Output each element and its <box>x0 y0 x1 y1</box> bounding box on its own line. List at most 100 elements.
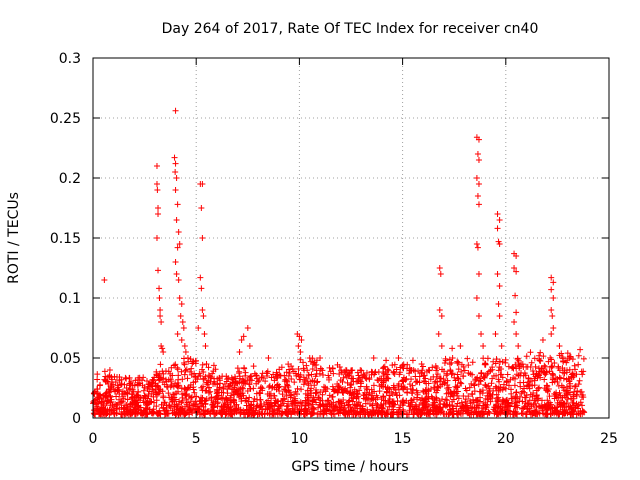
roti-cloud-point <box>467 370 474 377</box>
roti-cloud-point <box>329 393 336 400</box>
roti-cloud-point <box>96 382 103 389</box>
roti-point <box>176 295 183 301</box>
roti-cloud-point <box>433 403 440 410</box>
roti-cloud-point <box>324 397 331 404</box>
roti-cloud-point <box>153 403 160 410</box>
roti-cloud-point <box>384 374 391 381</box>
roti-cloud-point <box>279 408 286 415</box>
roti-point <box>200 313 207 319</box>
roti-point <box>473 241 480 247</box>
roti-point <box>494 271 501 277</box>
roti-cloud-point <box>292 370 299 377</box>
roti-cloud-point <box>448 371 455 378</box>
roti-cloud-point <box>182 386 189 393</box>
y-tick-label: 0 <box>72 411 81 427</box>
roti-cloud-point <box>127 385 134 392</box>
roti-cloud-point <box>370 396 377 403</box>
roti-cloud-point <box>177 409 184 416</box>
roti-cloud-point <box>171 403 178 410</box>
roti-point <box>158 319 165 325</box>
roti-point <box>556 343 563 349</box>
roti-cloud-point <box>113 402 120 409</box>
roti-cloud-point <box>286 389 293 396</box>
roti-cloud-point <box>329 383 336 390</box>
roti-cloud-point <box>580 368 587 375</box>
roti-cloud-point <box>563 359 570 366</box>
roti-cloud-point <box>465 362 472 369</box>
roti-cloud-point <box>533 391 540 398</box>
roti-cloud-point <box>373 400 380 407</box>
roti-cloud-point <box>541 385 548 392</box>
roti-cloud-point <box>317 408 324 415</box>
roti-point <box>512 292 519 299</box>
roti-cloud-point <box>558 350 565 357</box>
y-tick-label: 0.1 <box>59 291 81 307</box>
roti-cloud-point <box>163 407 170 414</box>
roti-cloud-point <box>204 381 211 388</box>
roti-cloud-point <box>193 407 200 414</box>
roti-cloud-point <box>287 394 294 401</box>
roti-cloud-point <box>115 386 122 393</box>
roti-cloud-point <box>266 411 273 418</box>
roti-cloud-point <box>177 408 184 415</box>
roti-cloud-point <box>502 410 509 417</box>
roti-cloud-point <box>319 367 326 374</box>
roti-cloud-point <box>511 382 518 389</box>
roti-cloud-point <box>123 375 130 382</box>
roti-cloud-point <box>520 405 527 412</box>
roti-point <box>474 244 481 251</box>
roti-cloud-point <box>133 393 140 400</box>
roti-cloud-point <box>156 388 163 395</box>
roti-cloud-point <box>484 402 491 409</box>
roti-cloud-point <box>475 408 482 415</box>
roti-cloud-point <box>325 376 332 383</box>
roti-cloud-point <box>413 378 420 385</box>
x-tick-label: 15 <box>394 431 412 447</box>
roti-cloud-point <box>309 410 316 417</box>
roti-cloud-point <box>559 355 566 362</box>
roti-cloud-point <box>430 399 437 406</box>
roti-cloud-point <box>322 384 329 391</box>
roti-cloud-point <box>233 388 240 395</box>
roti-cloud-point <box>557 392 564 399</box>
roti-cloud-point <box>433 395 440 402</box>
roti-cloud-point <box>234 365 241 372</box>
roti-cloud-point <box>317 389 324 395</box>
roti-point <box>511 319 518 325</box>
roti-cloud-point <box>541 362 548 369</box>
roti-cloud-point <box>311 362 318 369</box>
roti-cloud-point <box>482 360 489 367</box>
roti-cloud-point <box>265 397 272 404</box>
roti-point <box>496 217 503 223</box>
roti-point <box>178 337 185 343</box>
roti-cloud-point <box>579 402 586 409</box>
roti-cloud-point <box>432 363 439 370</box>
roti-cloud-point <box>421 372 428 379</box>
roti-cloud-point <box>526 397 533 404</box>
x-tick-label: 0 <box>89 431 98 447</box>
roti-cloud-point <box>174 364 181 371</box>
roti-cloud-point <box>112 401 119 408</box>
roti-cloud-point <box>336 407 343 414</box>
roti-cloud-point <box>216 375 223 382</box>
roti-cloud-point <box>528 401 535 408</box>
roti-cloud-point <box>355 372 362 379</box>
roti-cloud-point <box>140 387 147 394</box>
roti-cloud-point <box>563 399 570 406</box>
roti-cloud-point <box>296 373 303 380</box>
roti-cloud-point <box>458 380 465 387</box>
roti-point <box>153 235 160 241</box>
roti-cloud-point <box>369 402 376 409</box>
roti-point <box>438 313 445 319</box>
roti-cloud-point <box>93 407 100 414</box>
roti-cloud-point <box>173 382 180 389</box>
roti-cloud-point <box>514 404 521 411</box>
roti-cloud-point <box>502 359 509 366</box>
roti-cloud-point <box>460 403 467 410</box>
roti-cloud-point <box>156 407 163 414</box>
roti-cloud-point <box>209 402 216 409</box>
roti-cloud-point <box>505 363 512 370</box>
roti-cloud-point <box>320 383 327 390</box>
roti-point <box>317 355 324 361</box>
roti-cloud-point <box>420 378 427 385</box>
